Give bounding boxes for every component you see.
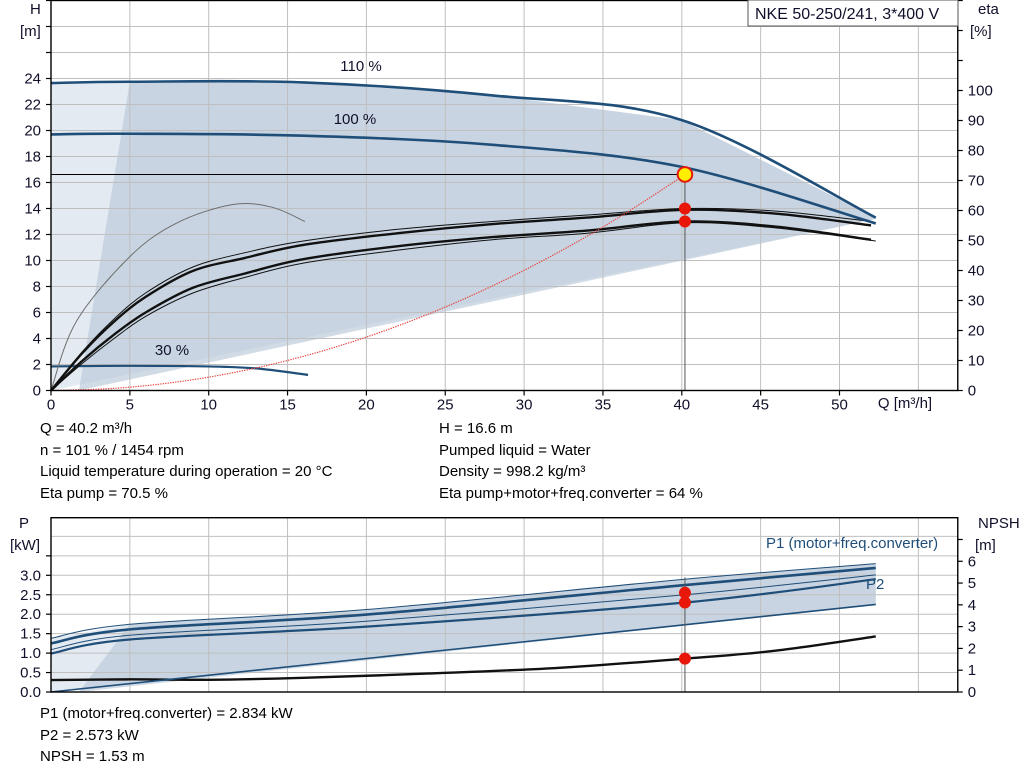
svg-text:45: 45 — [752, 397, 769, 414]
svg-text:4: 4 — [33, 331, 41, 348]
svg-text:0: 0 — [968, 684, 976, 701]
svg-text:50: 50 — [831, 397, 848, 414]
svg-text:30: 30 — [968, 293, 985, 310]
svg-text:0: 0 — [33, 383, 41, 400]
svg-text:3: 3 — [968, 619, 976, 636]
svg-text:40: 40 — [968, 263, 985, 280]
svg-text:5: 5 — [126, 397, 134, 414]
svg-text:5: 5 — [968, 575, 976, 592]
svg-text:10: 10 — [200, 397, 217, 414]
svg-text:20: 20 — [358, 397, 375, 414]
svg-text:[kW]: [kW] — [10, 537, 40, 554]
svg-text:110 %: 110 % — [340, 58, 381, 75]
svg-text:90: 90 — [968, 113, 985, 130]
svg-text:12: 12 — [24, 227, 41, 244]
svg-text:8: 8 — [33, 279, 41, 296]
svg-text:2: 2 — [33, 357, 41, 374]
svg-text:NKE 50-250/241, 3*400 V: NKE 50-250/241, 3*400 V — [755, 6, 939, 23]
svg-text:20: 20 — [968, 323, 985, 340]
svg-text:[m]: [m] — [975, 537, 996, 554]
svg-text:NPSH: NPSH — [978, 515, 1020, 532]
svg-text:25: 25 — [437, 397, 454, 414]
svg-text:2: 2 — [968, 640, 976, 657]
svg-text:1.0: 1.0 — [20, 645, 41, 662]
svg-text:0: 0 — [968, 383, 976, 400]
svg-text:60: 60 — [968, 203, 985, 220]
svg-text:[m]: [m] — [20, 23, 41, 40]
svg-text:0: 0 — [47, 397, 55, 414]
svg-text:16: 16 — [24, 175, 41, 192]
svg-text:1.5: 1.5 — [20, 626, 41, 643]
svg-text:80: 80 — [968, 143, 985, 160]
svg-text:40: 40 — [673, 397, 690, 414]
svg-text:P2: P2 — [866, 576, 884, 593]
svg-text:0.5: 0.5 — [20, 665, 41, 682]
svg-text:P1 (motor+freq.converter): P1 (motor+freq.converter) — [766, 535, 938, 552]
svg-text:2.0: 2.0 — [20, 606, 41, 623]
svg-text:[%]: [%] — [970, 23, 992, 40]
svg-text:24: 24 — [24, 71, 41, 88]
svg-text:3.0: 3.0 — [20, 567, 41, 584]
svg-text:14: 14 — [24, 201, 41, 218]
svg-text:100: 100 — [968, 83, 993, 100]
svg-text:1: 1 — [968, 662, 976, 679]
svg-text:15: 15 — [279, 397, 296, 414]
svg-text:10: 10 — [24, 253, 41, 270]
svg-text:70: 70 — [968, 173, 985, 190]
svg-text:0.0: 0.0 — [20, 684, 41, 701]
svg-text:6: 6 — [968, 553, 976, 570]
svg-text:eta: eta — [978, 1, 1000, 18]
svg-text:2.5: 2.5 — [20, 587, 41, 604]
svg-text:35: 35 — [595, 397, 612, 414]
svg-text:4: 4 — [968, 597, 976, 614]
svg-text:6: 6 — [33, 305, 41, 322]
svg-text:18: 18 — [24, 149, 41, 166]
svg-text:100 %: 100 % — [334, 111, 377, 128]
svg-text:22: 22 — [24, 97, 41, 114]
svg-text:20: 20 — [24, 123, 41, 140]
svg-text:H: H — [30, 1, 41, 18]
svg-text:30 %: 30 % — [155, 342, 189, 359]
svg-text:P: P — [19, 515, 29, 532]
svg-text:30: 30 — [516, 397, 533, 414]
svg-text:10: 10 — [968, 353, 985, 370]
svg-text:50: 50 — [968, 233, 985, 250]
svg-text:Q [m³/h]: Q [m³/h] — [878, 395, 932, 412]
